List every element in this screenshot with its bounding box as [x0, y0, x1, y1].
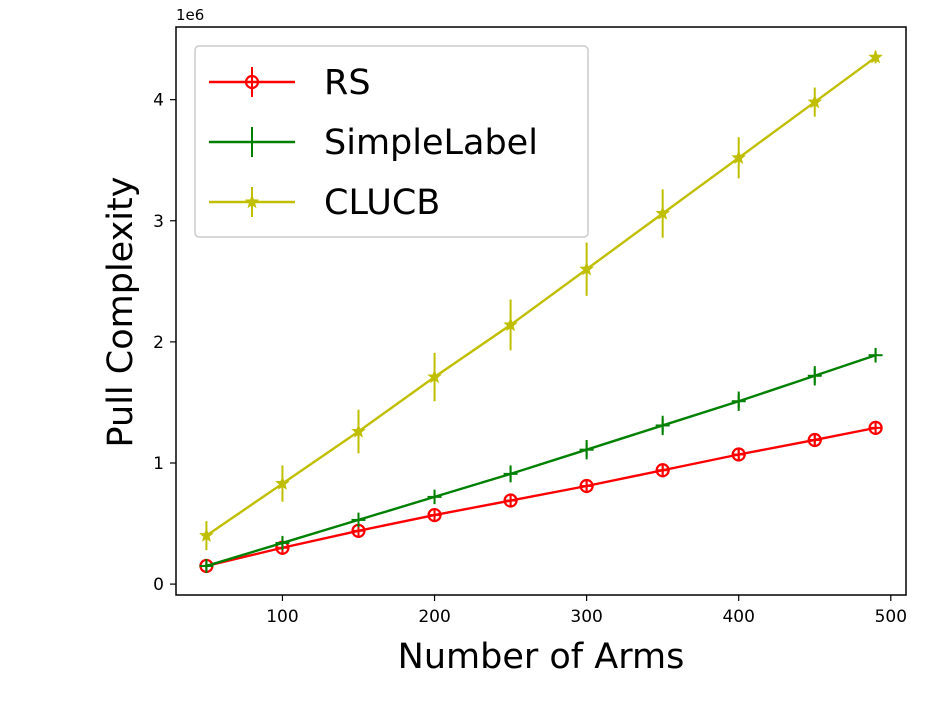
data-point-simplelabel [731, 394, 746, 409]
x-tick-label: 100 [266, 607, 298, 627]
y-tick-label: 3 [153, 212, 164, 232]
data-point-rs [868, 420, 883, 435]
legend-label-simplelabel: SimpleLabel [324, 123, 538, 163]
y-offset-label: 1e6 [176, 6, 204, 24]
data-point-clucb [275, 475, 290, 490]
data-point-rs [427, 507, 442, 523]
data-point-simplelabel [807, 368, 822, 383]
x-tick-label: 200 [418, 607, 450, 627]
data-point-rs [579, 478, 594, 494]
x-tick-label: 400 [722, 607, 754, 627]
data-point-simplelabel [655, 418, 670, 433]
legend: RS SimpleLabel CLUCB [194, 45, 589, 238]
series-simplelabel [199, 347, 883, 573]
data-point-simplelabel [868, 348, 883, 363]
data-point-rs [731, 447, 746, 462]
data-point-rs [503, 493, 518, 508]
data-point-clucb [351, 423, 366, 438]
legend-marker [244, 74, 260, 90]
data-point-simplelabel [351, 512, 366, 527]
y-tick-label: 0 [153, 575, 164, 595]
x-axis-ticks: 100 200 300 400 500 [266, 595, 907, 627]
legend-line-rs [209, 67, 295, 97]
series-clucb [199, 49, 883, 551]
series-line-rs [206, 426, 876, 568]
legend-label-clucb: CLUCB [324, 183, 440, 223]
y-tick-label: 2 [153, 333, 164, 353]
data-point-clucb [579, 261, 594, 276]
y-axis-ticks: 0 1 2 3 4 [153, 91, 176, 595]
x-axis-label: Number of Arms [398, 637, 685, 677]
legend-label-rs: RS [324, 63, 371, 103]
legend-marker [245, 135, 259, 149]
series-layer [199, 49, 883, 574]
x-tick-label: 300 [570, 607, 602, 627]
series-rs [199, 420, 883, 574]
series-line-clucb [205, 56, 877, 537]
y-tick-label: 1 [153, 454, 164, 474]
legend-line-simplelabel [209, 127, 295, 157]
legend-marker [244, 194, 260, 209]
data-point-simplelabel [503, 466, 518, 481]
series-line-simplelabel [206, 354, 876, 568]
data-point-clucb [868, 49, 883, 64]
data-point-clucb [655, 205, 670, 220]
legend-item-rs: RS [209, 63, 371, 103]
data-point-simplelabel [275, 535, 290, 550]
y-axis-label: Pull Complexity [101, 177, 141, 448]
legend-item-simplelabel: SimpleLabel [209, 123, 538, 163]
data-point-rs [655, 463, 670, 478]
legend-item-clucb: CLUCB [209, 183, 440, 223]
legend-line-clucb [209, 187, 295, 217]
legend-frame [194, 45, 589, 238]
x-tick-label: 500 [875, 607, 907, 627]
data-point-clucb [199, 528, 214, 542]
y-tick-label: 4 [153, 91, 164, 111]
data-point-clucb [427, 369, 442, 384]
data-point-clucb [503, 317, 518, 332]
data-point-clucb [731, 150, 746, 164]
data-point-simplelabel [579, 442, 594, 457]
data-point-simplelabel [427, 489, 442, 504]
plot-area-frame [175, 26, 907, 596]
data-point-clucb [807, 94, 822, 109]
data-point-simplelabel [199, 558, 214, 573]
data-point-rs [807, 432, 822, 448]
